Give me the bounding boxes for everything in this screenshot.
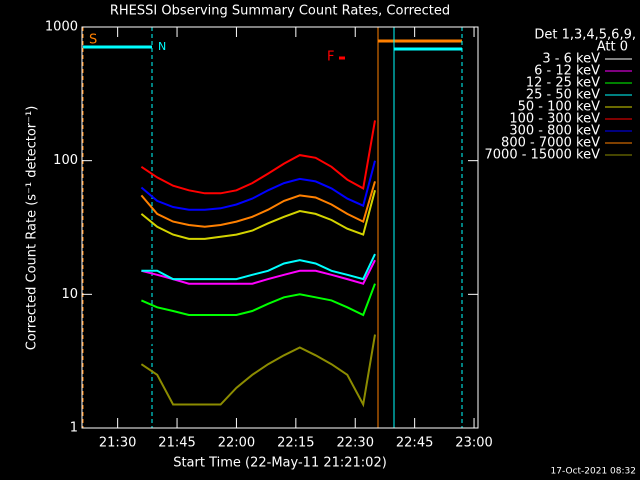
series-line <box>141 253 376 281</box>
y-axis-label: Corrected Count Rate (s⁻¹ detector⁻¹) <box>25 106 40 351</box>
x-tick-label: 22:45 <box>396 436 433 451</box>
legend-label: 6 - 12 keV <box>534 64 600 79</box>
flag-label: N <box>158 40 166 53</box>
legend-label: 7000 - 15000 keV <box>485 148 601 163</box>
plot-frame <box>81 26 479 429</box>
x-tick-label: 23:00 <box>455 436 492 451</box>
series-line <box>140 160 376 211</box>
legend-title: Det 1,3,4,5,6,9, <box>534 28 636 43</box>
legend-label: 800 - 7000 keV <box>501 136 600 151</box>
legend-label: 3 - 6 keV <box>542 52 600 67</box>
x-tick-label: 21:45 <box>158 436 195 451</box>
y-tick-label: 10 <box>61 287 78 302</box>
legend-label: 300 - 800 keV <box>509 124 600 139</box>
series-line <box>141 306 376 357</box>
flag-label: F <box>327 50 334 65</box>
series-line <box>140 190 376 240</box>
legend-label: 25 - 50 keV <box>526 88 600 103</box>
legend-label: 100 - 300 keV <box>509 112 600 127</box>
series-line <box>141 259 376 285</box>
legend-label: 50 - 100 keV <box>518 100 601 115</box>
x-tick-label: 22:30 <box>337 436 374 451</box>
series-line <box>140 283 376 317</box>
y-tick-label: 100 <box>53 153 78 168</box>
y-tick-label: 1 <box>70 421 78 436</box>
legend-title: Att 0 <box>597 40 628 55</box>
series-line <box>140 334 376 408</box>
flag-label: S <box>89 33 97 48</box>
legend-label: 12 - 25 keV <box>526 76 600 91</box>
y-tick-label: 1000 <box>45 20 78 35</box>
x-axis-label: Start Time (22-May-11 21:21:02) <box>173 456 387 471</box>
x-tick-label: 22:00 <box>218 436 255 451</box>
x-tick-label: 22:15 <box>277 436 314 451</box>
timestamp: 17-Oct-2021 08:32 <box>551 467 636 477</box>
chart-title: RHESSI Observing Summary Count Rates, Co… <box>110 4 450 19</box>
x-tick-label: 21:30 <box>99 436 136 451</box>
series-line <box>140 120 376 195</box>
series-line <box>140 181 376 228</box>
